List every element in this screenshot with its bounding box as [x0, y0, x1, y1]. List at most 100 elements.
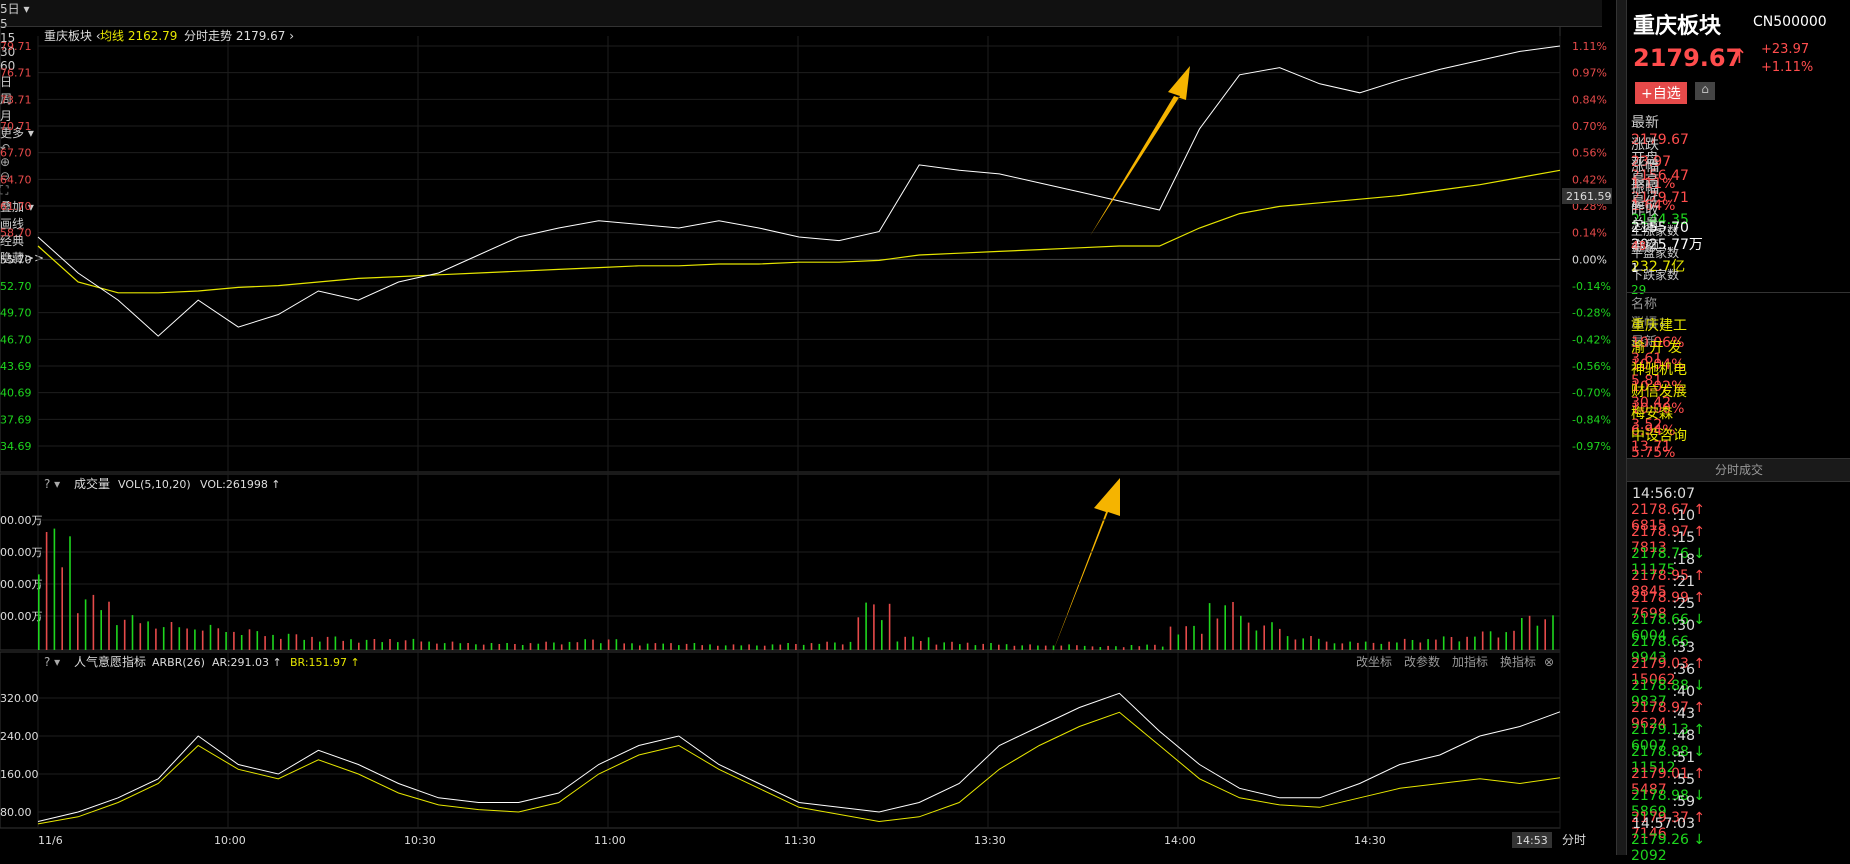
tick-volume: 15062 [1631, 672, 1676, 688]
arbr-button-2[interactable]: 加指标 [1452, 654, 1488, 669]
toolbar-1[interactable]: 画线 [0, 217, 25, 231]
volume-bar [584, 639, 586, 650]
arbr-button-0[interactable]: 改坐标 [1356, 655, 1392, 669]
rank-row[interactable]: 财信发展 10.00% 3.52 [1631, 381, 1847, 433]
volume-bar [381, 642, 383, 650]
volume-bar [334, 636, 337, 650]
volume-bar [1325, 641, 1328, 650]
period-tab-6[interactable]: 周 [0, 92, 13, 106]
price-panel-frame [0, 26, 1561, 473]
toolbar-3[interactable]: 隐藏>> [0, 251, 45, 265]
volume-bar [1271, 622, 1273, 650]
tick-row: :21 2178.99 ↑ 7698 [1631, 574, 1847, 622]
price-change-pct: +1.11% [1761, 60, 1814, 75]
rank-name: 神驰机电 [1631, 362, 1687, 378]
trend-label: 分时走势 2179.67 › [184, 29, 294, 43]
bell-icon[interactable]: ⌂ [1695, 82, 1715, 100]
period-tab-4[interactable]: 60 [0, 59, 16, 73]
breadth-value: 29 [1631, 283, 1647, 297]
volume-bar [966, 642, 969, 650]
undo-icon[interactable]: ↶ [0, 141, 11, 155]
add-watchlist-button[interactable]: +自选 [1635, 82, 1687, 104]
rank-pct: 6.94% [1631, 423, 1676, 439]
rank-row[interactable]: 渝 开 发 10.04% 5.81 [1631, 337, 1847, 389]
cursor-time-bg [1512, 832, 1552, 848]
tick-row: :43 2179.13 ↑ 6007 [1631, 706, 1847, 754]
volume-bar [108, 601, 110, 650]
rank-row[interactable]: 神驰机电 10.02% 30.42 [1631, 359, 1847, 411]
left-tick: 79.71 [0, 40, 32, 53]
volume-bar [170, 622, 173, 650]
left-tick: 76.71 [0, 67, 32, 80]
volume-bar [1333, 643, 1336, 650]
rank-price: 3.61 [1631, 351, 1663, 367]
volume-bar [1466, 636, 1468, 650]
breadth-label: 下跌家数 [1631, 268, 1680, 282]
volume-bar [1419, 642, 1422, 650]
period-tab-3[interactable]: 30 [0, 45, 16, 59]
tick-row: :55 2178.98 ↓ 5869 [1631, 772, 1847, 820]
x-label: 10:00 [214, 834, 246, 847]
volume-bar [1076, 645, 1078, 650]
x-label: 14:30 [1354, 834, 1386, 847]
left-tick: 34.69 [0, 440, 32, 453]
tick-row: :15 2178.76 ↓ 11175 [1631, 530, 1847, 578]
stat-label: 金额 [1631, 239, 1659, 255]
tick-time: :15 [1672, 530, 1695, 546]
volume-bar [951, 641, 953, 650]
period-tab-2[interactable]: 15 [0, 31, 16, 45]
close-icon[interactable]: ⊗ [1544, 655, 1554, 669]
arbr-button-3[interactable]: 换指标 [1500, 654, 1536, 669]
avg-tag: 2161.59 [1566, 190, 1612, 203]
zoom-out-icon[interactable]: ⊖ [0, 169, 11, 183]
stat-row: 昨收 2155.70 金额 232.7亿 [1631, 200, 1847, 275]
volume-bar [342, 640, 344, 650]
period-tab-8[interactable]: 更多 ▾ [0, 126, 34, 140]
rank-row[interactable]: 重庆建工 10.06% 3.61 [1631, 315, 1847, 367]
tick-time: :30 [1672, 618, 1695, 634]
tick-price: 2178.67 ↑ [1631, 502, 1706, 518]
volume-bar [280, 638, 282, 650]
toolbar-2[interactable]: 经典 [0, 234, 25, 248]
period-tab-7[interactable]: 月 [0, 109, 13, 123]
arbr-title: 人气意愿指标 [74, 654, 146, 669]
volume-bar [1513, 630, 1515, 650]
volume-bar [1310, 636, 1312, 650]
zoom-in-icon[interactable]: ⊕ [0, 155, 11, 169]
volume-bar [233, 631, 235, 650]
period-tab-0[interactable]: 5日 ▾ [0, 2, 30, 16]
tick-time: :21 [1672, 574, 1695, 590]
rank-pct: 10.04% [1631, 357, 1685, 373]
rank-row[interactable]: 梅安森 6.94% 13.71 [1631, 403, 1847, 455]
toolbar-0[interactable]: 叠加 ▾ [0, 200, 34, 214]
stat-row: 最新 2179.67 开盘 2156.47 [1631, 112, 1847, 184]
stat-label: 最低 [1631, 195, 1659, 211]
tick-volume: 5487 [1631, 782, 1667, 798]
price-line [37, 45, 1561, 337]
left-tick: 43.69 [0, 360, 32, 373]
price-up-arrow-icon: ↑ [1731, 44, 1748, 68]
fullscreen-icon[interactable]: ⛶ [0, 183, 9, 197]
volume-bar [662, 643, 664, 650]
rank-col-pct[interactable]: 涨幅↓ [1631, 316, 1668, 331]
volume-bar [1091, 646, 1094, 650]
volume-bar [701, 645, 703, 650]
volume-bar [92, 594, 95, 650]
right-tick: 0.14% [1572, 227, 1607, 240]
tick-volume: 6007 [1631, 738, 1667, 754]
x-label: 14:00 [1164, 834, 1196, 847]
right-tick: -0.56% [1572, 360, 1611, 373]
left-tick: 67.70 [0, 147, 32, 160]
period-tab-5[interactable]: 日 [0, 75, 13, 89]
volume-bar [1005, 644, 1008, 650]
volume-bar [849, 641, 852, 650]
breadth-label: 平盘家数 [1631, 246, 1680, 260]
x-label: 10:30 [404, 834, 436, 847]
volume-bar [287, 633, 290, 650]
stat-label: 总量 [1631, 217, 1659, 233]
arbr-help-icon: ? ▾ [44, 655, 60, 669]
period-tab-1[interactable]: 5 [0, 17, 8, 31]
volume-bar [1177, 634, 1180, 650]
arbr-button-1[interactable]: 改参数 [1404, 654, 1440, 669]
